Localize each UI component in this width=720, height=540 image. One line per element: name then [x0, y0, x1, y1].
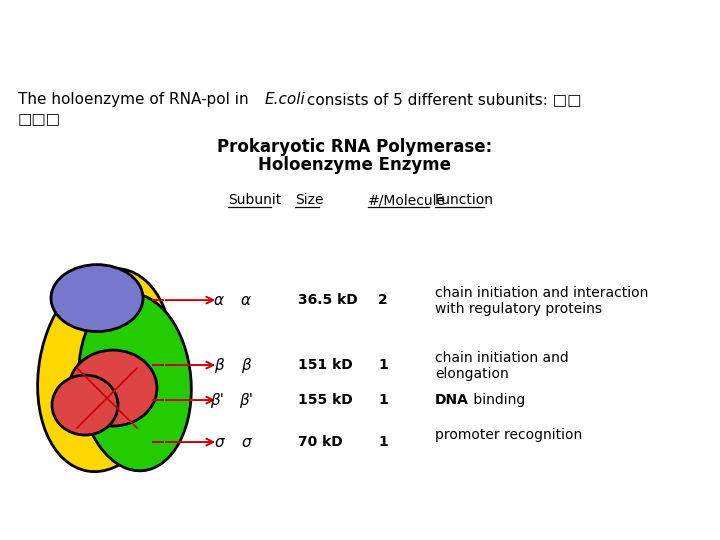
- Text: Prokaryotic RNA Polymerase:: Prokaryotic RNA Polymerase:: [217, 138, 492, 156]
- Ellipse shape: [52, 375, 118, 435]
- Text: #/Molecule: #/Molecule: [368, 193, 446, 207]
- Text: chain initiation and: chain initiation and: [435, 351, 569, 365]
- Text: The holoenzyme of RNA-pol in: The holoenzyme of RNA-pol in: [18, 92, 253, 107]
- Text: with regulatory proteins: with regulatory proteins: [435, 302, 602, 316]
- Text: Size: Size: [295, 193, 323, 207]
- Text: σ: σ: [215, 435, 224, 449]
- Text: Subunit: Subunit: [228, 193, 282, 207]
- Text: 1: 1: [378, 393, 388, 407]
- Text: E.coli: E.coli: [265, 92, 306, 107]
- Text: □□□: □□□: [18, 112, 61, 127]
- Text: 70 kD: 70 kD: [298, 435, 343, 449]
- Text: β: β: [215, 357, 224, 373]
- Text: RNA-pol of Prokaryotes: Holoenzyme: RNA-pol of Prokaryotes: Holoenzyme: [14, 21, 649, 50]
- Ellipse shape: [37, 268, 172, 471]
- Text: binding: binding: [469, 393, 526, 407]
- Text: α: α: [241, 293, 251, 308]
- Ellipse shape: [51, 265, 143, 332]
- Ellipse shape: [78, 293, 192, 471]
- Text: α: α: [214, 293, 224, 308]
- Text: chain initiation and interaction: chain initiation and interaction: [435, 286, 649, 300]
- Text: β': β': [239, 393, 253, 408]
- Text: 1: 1: [378, 435, 388, 449]
- Text: Function: Function: [435, 193, 494, 207]
- Text: 36.5 kD: 36.5 kD: [298, 293, 358, 307]
- Text: consists of 5 different subunits: □□: consists of 5 different subunits: □□: [302, 92, 582, 107]
- Text: DNA: DNA: [435, 393, 469, 407]
- Text: Holoenzyme Enzyme: Holoenzyme Enzyme: [258, 156, 451, 174]
- Text: 1: 1: [378, 358, 388, 372]
- Text: σ: σ: [241, 435, 251, 449]
- Text: 151 kD: 151 kD: [298, 358, 353, 372]
- Text: β: β: [241, 357, 251, 373]
- Text: promoter recognition: promoter recognition: [435, 428, 582, 442]
- Text: 2: 2: [378, 293, 388, 307]
- Text: β': β': [210, 393, 224, 408]
- Ellipse shape: [69, 350, 157, 426]
- Text: 155 kD: 155 kD: [298, 393, 353, 407]
- Text: elongation: elongation: [435, 367, 509, 381]
